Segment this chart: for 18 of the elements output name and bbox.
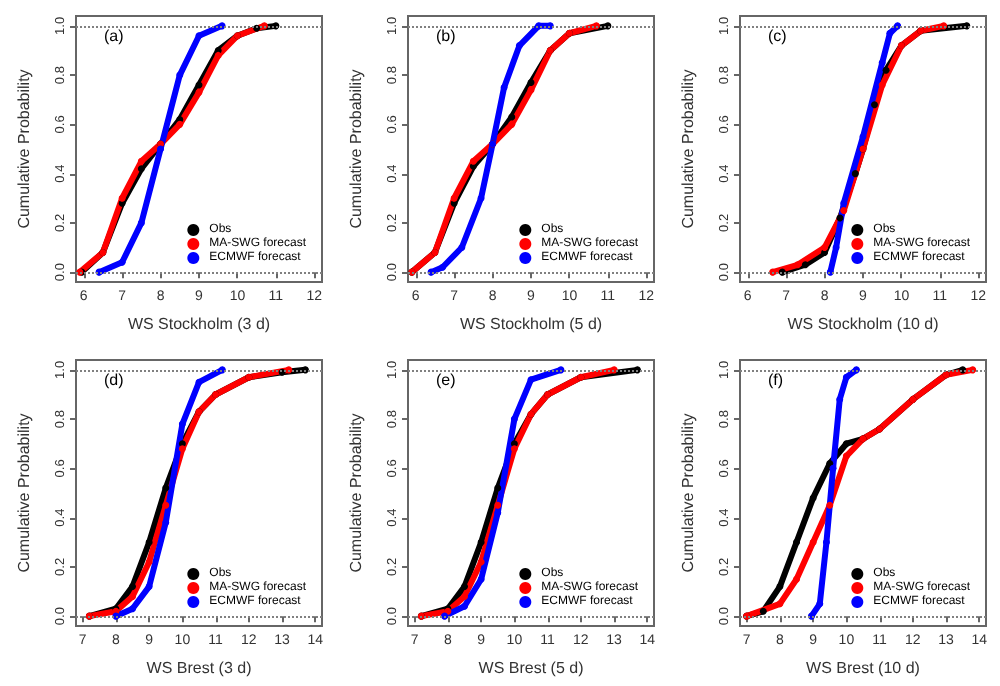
annotation: (c) [768,27,788,45]
x-axis-title: WS Brest (10 d) [806,658,921,676]
x-axis-title: WS Stockholm (3 d) [127,315,271,333]
x-axis-title: WS Stockholm (5 d) [459,315,603,333]
y-axis-title: Cumulative Probability [347,69,365,229]
x-axis-title: WS Brest (5 d) [478,658,585,676]
x-axis-title: WS Stockholm (10 d) [787,315,940,333]
annotation: (d) [104,370,125,388]
y-axis-title: Cumulative Probability [347,412,365,572]
y-axis-title: Cumulative Probability [15,69,33,229]
annotation: (f) [768,370,784,388]
y-axis-title: Cumulative Probability [679,412,697,572]
y-axis-title: Cumulative Probability [679,69,697,229]
y-axis-title: Cumulative Probability [15,412,33,572]
annotation: (a) [104,27,125,45]
annotation: (b) [436,27,457,45]
x-axis-title: WS Brest (3 d) [146,658,253,676]
annotation: (e) [436,370,457,388]
